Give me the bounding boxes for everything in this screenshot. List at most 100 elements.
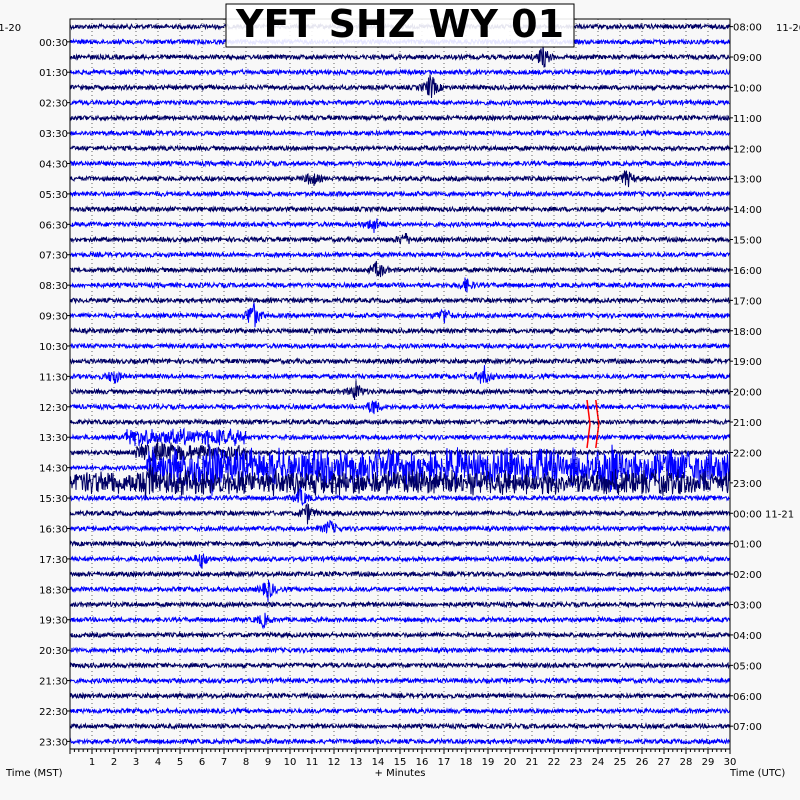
- trace-row-18: [69, 296, 731, 305]
- x-tick-label: 10: [284, 757, 297, 768]
- trace-row-43: [69, 676, 731, 685]
- left-tick-label: 18:30: [39, 585, 68, 596]
- x-tick-label: 4: [155, 757, 161, 768]
- x-tick-label: 28: [680, 757, 693, 768]
- right-axis-ticks: 08:00 09:00 10:00 11:00 12:00 13:00 14:00 15:00…: [730, 23, 794, 733]
- trace-row-34: [69, 539, 731, 548]
- trace-row-4: [69, 74, 731, 99]
- right-tick-label: 17:00: [733, 296, 762, 307]
- left-tick-label: 19:30: [39, 616, 68, 627]
- pick-mark: [586, 399, 591, 449]
- x-tick-label: 29: [702, 757, 715, 768]
- trace-row-25: [69, 400, 730, 415]
- trace-row-40: [69, 630, 731, 639]
- x-tick-label: 18: [460, 757, 473, 768]
- x-tick-label: 14: [372, 757, 385, 768]
- right-tick-label: 18:00: [733, 327, 762, 338]
- right-tick-label: 23:00: [733, 479, 762, 490]
- chart-title: YFT SHZ WY 01: [235, 2, 564, 46]
- right-tick-label: 11:00: [733, 114, 762, 125]
- right-tick-label: 04:00: [733, 631, 762, 642]
- right-tick-label: 01:00: [733, 540, 762, 551]
- trace-row-16: [69, 260, 731, 278]
- left-tick-label: 04:30: [39, 159, 68, 170]
- trace-row-20: [69, 326, 731, 335]
- trace-row-10: [69, 170, 731, 188]
- left-tick-label: 00:30: [39, 38, 68, 49]
- trace-row-13: [69, 218, 731, 234]
- left-tick-label: 06:30: [39, 220, 68, 231]
- trace-row-32: [69, 502, 731, 525]
- right-tick-label: 02:00: [733, 570, 762, 581]
- trace-row-22: [69, 357, 731, 366]
- right-tick-label: 19:00: [733, 357, 762, 368]
- trace-row-19: [69, 302, 731, 328]
- right-tick-label: 10:00: [733, 83, 762, 94]
- x-tick-label: 27: [658, 757, 671, 768]
- right-tick-label: 09:00: [733, 53, 762, 64]
- x-axis-title: + Minutes: [375, 768, 426, 779]
- left-tick-label: 02:30: [39, 99, 68, 110]
- x-tick-label: 30: [724, 757, 737, 768]
- right-tick-label: 05:00: [733, 661, 762, 672]
- x-tick-label: 22: [548, 757, 561, 768]
- left-tick-label: 22:30: [39, 707, 68, 718]
- left-tick-label: 17:30: [39, 555, 68, 566]
- right-axis-title: Time (UTC): [729, 768, 785, 779]
- x-tick-label: 12: [328, 757, 341, 768]
- left-tick-label: 07:30: [39, 251, 68, 262]
- left-date-label: 11-20: [0, 23, 21, 34]
- right-tick-label: 06:00: [733, 692, 762, 703]
- pick-mark: [595, 399, 600, 449]
- trace-row-14: [69, 233, 731, 245]
- trace-row-21: [69, 341, 731, 351]
- left-tick-label: 05:30: [39, 190, 68, 201]
- right-tick-label: 08:00: [733, 23, 762, 34]
- left-tick-label: 21:30: [39, 677, 68, 688]
- minute-gridlines: [91, 19, 709, 749]
- left-tick-label: 01:30: [39, 68, 68, 79]
- x-tick-label: 26: [636, 757, 649, 768]
- trace-row-36: [69, 569, 731, 579]
- x-axis-ticks: 1 2 3 4 5 6 7 8 9 10 11 12 13 14 15 16 17 18 19 20 21 22 23 24 2…: [69, 749, 737, 768]
- x-tick-label: 19: [482, 757, 495, 768]
- right-tick-label: 22:00: [733, 448, 762, 459]
- x-tick-label: 1: [89, 757, 95, 768]
- x-tick-label: 15: [394, 757, 407, 768]
- right-tick-label: 07:00: [733, 722, 762, 733]
- x-tick-label: 6: [199, 757, 205, 768]
- right-tick-label: 00:00 11-21: [733, 509, 794, 520]
- left-tick-label: 23:30: [39, 737, 68, 748]
- right-tick-label: 03:00: [733, 601, 762, 612]
- x-tick-label: 16: [416, 757, 429, 768]
- trace-row-38: [69, 600, 731, 609]
- left-axis-ticks: 00:30 01:30 02:30 03:30 04:30 05:30 06:30 07:30…: [39, 38, 70, 748]
- right-tick-label: 15:00: [733, 236, 762, 247]
- x-tick-label: 11: [306, 757, 319, 768]
- title-box: [225, 3, 575, 48]
- left-tick-label: 15:30: [39, 494, 68, 505]
- x-tick-label: 9: [265, 757, 271, 768]
- right-tick-label: 21:00: [733, 418, 762, 429]
- right-tick-label: 13:00: [733, 175, 762, 186]
- trace-row-8: [69, 144, 731, 153]
- left-tick-label: 09:30: [39, 312, 68, 323]
- trace-row-5: [69, 98, 731, 107]
- x-tick-label: 3: [133, 757, 139, 768]
- x-tick-label: 24: [592, 757, 605, 768]
- x-tick-label: 2: [111, 757, 117, 768]
- left-tick-label: 03:30: [39, 129, 68, 140]
- x-tick-label: 21: [526, 757, 539, 768]
- x-tick-label: 20: [504, 757, 517, 768]
- x-tick-label: 5: [177, 757, 183, 768]
- trace-row-39: [69, 612, 731, 630]
- right-tick-label: 12:00: [733, 144, 762, 155]
- x-tick-label: 23: [570, 757, 583, 768]
- left-tick-label: 12:30: [39, 403, 68, 414]
- right-tick-label: 14:00: [733, 205, 762, 216]
- left-tick-label: 08:30: [39, 281, 68, 292]
- x-tick-label: 25: [614, 757, 627, 768]
- trace-row-3: [69, 68, 731, 77]
